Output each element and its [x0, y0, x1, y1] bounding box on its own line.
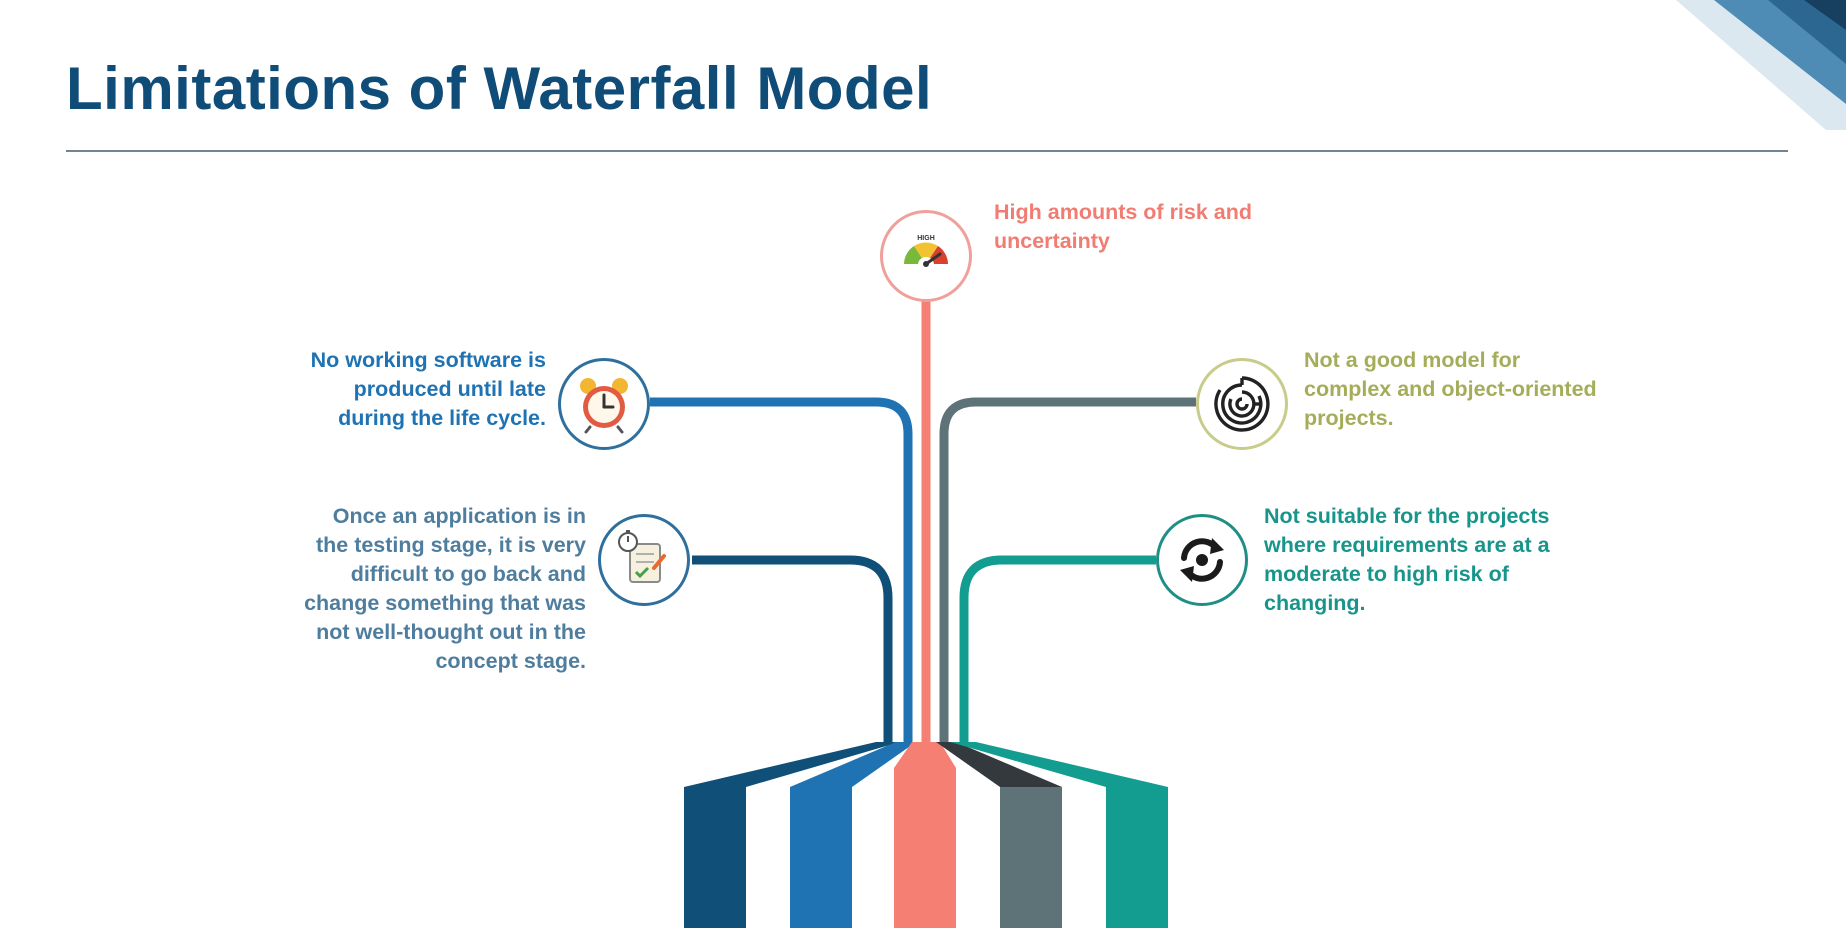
stripe-fan-3: [894, 742, 956, 768]
label-line: Not a good model for: [1304, 348, 1521, 372]
high-risk-gauge-icon: HIGH: [904, 235, 948, 267]
label-line: uncertainty: [994, 229, 1110, 253]
label-line: where requirements are at a: [1264, 533, 1550, 557]
stripe-5: [1106, 787, 1168, 928]
label-risk: High amounts of risk and uncertainty: [994, 198, 1252, 256]
label-line: complex and object-oriented: [1304, 377, 1597, 401]
label-line: projects.: [1304, 406, 1394, 430]
stripe-1: [684, 787, 746, 928]
connector-line-complex-projects: [939, 397, 1196, 742]
stripe-4: [1000, 787, 1062, 928]
title-underline: [66, 150, 1788, 152]
label-working-software: No working software is produced until la…: [311, 346, 546, 433]
icon-circle-risk: HIGH: [880, 210, 972, 302]
label-testing-stage: Once an application is in the testing st…: [304, 502, 586, 676]
corner-decoration: [1676, 0, 1846, 130]
gauge-label: HIGH: [917, 235, 935, 242]
label-line: concept stage.: [435, 649, 586, 673]
label-line: No working software is: [310, 348, 546, 372]
label-changing-requirements: Not suitable for the projects where requ…: [1264, 502, 1550, 618]
label-line: produced until late: [353, 377, 546, 401]
stripe-fan-5: [950, 742, 1168, 787]
alarm-clock-icon: [580, 378, 628, 434]
connector-line-changing-requirements: [959, 555, 1156, 742]
checklist-stopwatch-icon: [618, 530, 666, 583]
label-line: Once an application is in: [332, 504, 586, 528]
label-line: difficult to go back and: [350, 562, 586, 586]
stripe-fan-2: [790, 742, 916, 787]
stripe-fan-4: [936, 742, 1062, 787]
slide-title: Limitations of Waterfall Model: [66, 55, 933, 122]
connector-line-testing-stage: [692, 555, 893, 742]
stripe-2: [790, 787, 852, 928]
icon-circle-changing-requirements: [1156, 514, 1248, 606]
label-line: not well-thought out in the: [316, 620, 586, 644]
label-complex-projects: Not a good model for complex and object-…: [1304, 346, 1597, 433]
refresh-cycle-icon: [1180, 538, 1224, 582]
label-line: Not suitable for the projects: [1264, 504, 1550, 528]
label-line: High amounts of risk and: [994, 200, 1253, 224]
label-line: change something that was: [304, 591, 586, 615]
icon-circle-testing-stage: [598, 514, 690, 606]
stripe-3: [894, 768, 956, 928]
connector-line-working-software: [650, 397, 913, 742]
label-line: moderate to high risk of: [1264, 562, 1509, 586]
label-line: the testing stage, it is very: [315, 533, 586, 557]
label-line: changing.: [1264, 591, 1366, 615]
icon-circle-working-software: [558, 358, 650, 450]
stripe-fan-1: [684, 742, 900, 787]
icon-circle-complex-projects: [1196, 358, 1288, 450]
label-line: during the life cycle.: [338, 406, 546, 430]
maze-icon: [1214, 376, 1270, 432]
